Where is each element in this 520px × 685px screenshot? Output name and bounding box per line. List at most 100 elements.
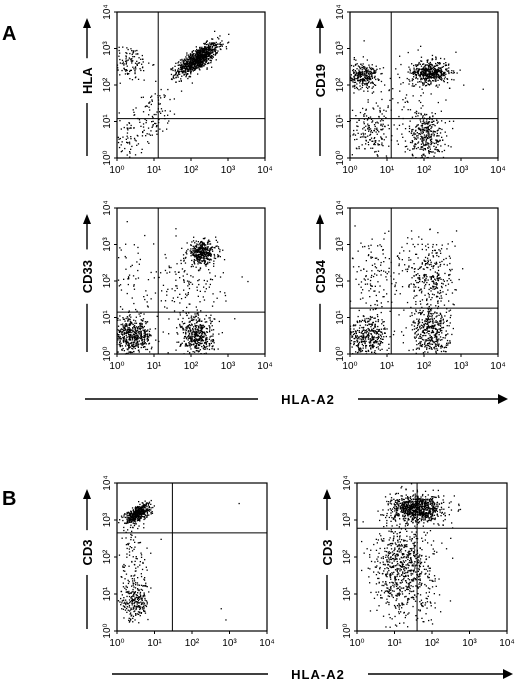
- data-point: [410, 230, 413, 232]
- data-point: [211, 329, 213, 331]
- data-point: [379, 349, 381, 351]
- data-point: [188, 56, 191, 58]
- data-point: [140, 58, 142, 60]
- data-point: [218, 247, 220, 250]
- data-point: [193, 337, 196, 339]
- data-point: [438, 140, 440, 142]
- data-point: [430, 82, 432, 84]
- data-point: [192, 70, 194, 72]
- data-point: [209, 55, 211, 58]
- data-point: [430, 135, 432, 137]
- data-point: [213, 301, 215, 303]
- data-point: [380, 123, 382, 125]
- data-point: [363, 268, 365, 270]
- data-point: [205, 340, 207, 342]
- y-axis-arrow: [316, 18, 324, 28]
- data-point: [442, 337, 444, 339]
- data-point: [145, 119, 148, 122]
- data-point: [120, 289, 123, 291]
- data-point: [133, 334, 135, 336]
- data-point: [422, 92, 424, 94]
- data-point: [186, 66, 188, 69]
- data-point: [143, 79, 145, 81]
- data-point: [417, 115, 419, 117]
- data-point: [193, 252, 196, 254]
- data-point: [446, 308, 448, 310]
- data-point: [125, 331, 128, 333]
- data-point: [191, 332, 193, 334]
- data-point: [375, 333, 377, 335]
- data-point: [193, 236, 195, 238]
- data-point: [207, 258, 209, 260]
- data-point: [445, 68, 447, 70]
- data-point: [203, 259, 205, 261]
- data-point: [446, 339, 449, 342]
- data-point: [387, 105, 389, 107]
- data-point: [195, 332, 197, 335]
- data-point: [144, 234, 146, 237]
- data-point: [208, 345, 210, 347]
- data-point: [140, 338, 142, 340]
- data-point: [212, 48, 214, 51]
- data-point: [234, 318, 236, 320]
- data-point: [406, 242, 408, 245]
- data-point: [203, 248, 205, 250]
- data-point: [445, 344, 447, 346]
- data-point: [188, 56, 190, 58]
- data-point: [426, 328, 428, 330]
- data-point: [171, 68, 173, 70]
- data-point: [216, 245, 218, 247]
- data-point: [199, 336, 201, 338]
- data-point: [357, 344, 359, 346]
- data-point: [366, 83, 368, 85]
- data-point: [413, 72, 415, 74]
- data-point: [359, 79, 361, 81]
- data-point: [146, 335, 148, 338]
- data-point: [401, 109, 403, 111]
- data-point: [192, 328, 194, 330]
- data-point: [448, 87, 451, 89]
- data-point: [383, 238, 385, 240]
- data-point: [422, 129, 424, 131]
- data-point: [143, 336, 145, 338]
- data-point: [208, 53, 211, 56]
- data-point: [428, 333, 430, 335]
- data-point: [202, 57, 204, 59]
- data-point: [419, 76, 421, 78]
- data-point: [426, 344, 428, 346]
- data-point: [183, 337, 185, 339]
- data-point: [376, 154, 378, 156]
- data-point: [452, 327, 454, 330]
- data-point: [176, 287, 178, 289]
- data-point: [189, 64, 191, 67]
- data-point: [206, 43, 208, 46]
- data-point: [430, 299, 432, 301]
- data-point: [364, 66, 366, 68]
- data-point: [441, 260, 443, 263]
- data-point: [199, 267, 202, 270]
- data-point: [422, 141, 424, 143]
- data-point: [197, 53, 199, 55]
- data-point: [440, 57, 442, 60]
- data-point: [200, 253, 202, 255]
- data-point: [364, 74, 366, 76]
- data-point: [432, 151, 434, 153]
- data-point: [180, 326, 182, 329]
- data-point: [210, 314, 212, 316]
- data-point: [205, 56, 207, 59]
- data-point: [368, 332, 370, 334]
- data-point: [373, 342, 376, 344]
- data-point: [426, 328, 428, 330]
- data-point: [128, 278, 130, 280]
- data-point: [427, 83, 430, 85]
- data-point: [363, 76, 366, 78]
- data-point: [190, 315, 193, 317]
- data-point: [190, 344, 192, 346]
- data-point: [203, 336, 205, 338]
- data-point: [426, 74, 429, 76]
- data-point: [418, 100, 420, 102]
- data-point: [197, 334, 199, 337]
- data-point: [202, 55, 204, 57]
- data-point: [353, 324, 355, 326]
- data-point: [424, 341, 426, 343]
